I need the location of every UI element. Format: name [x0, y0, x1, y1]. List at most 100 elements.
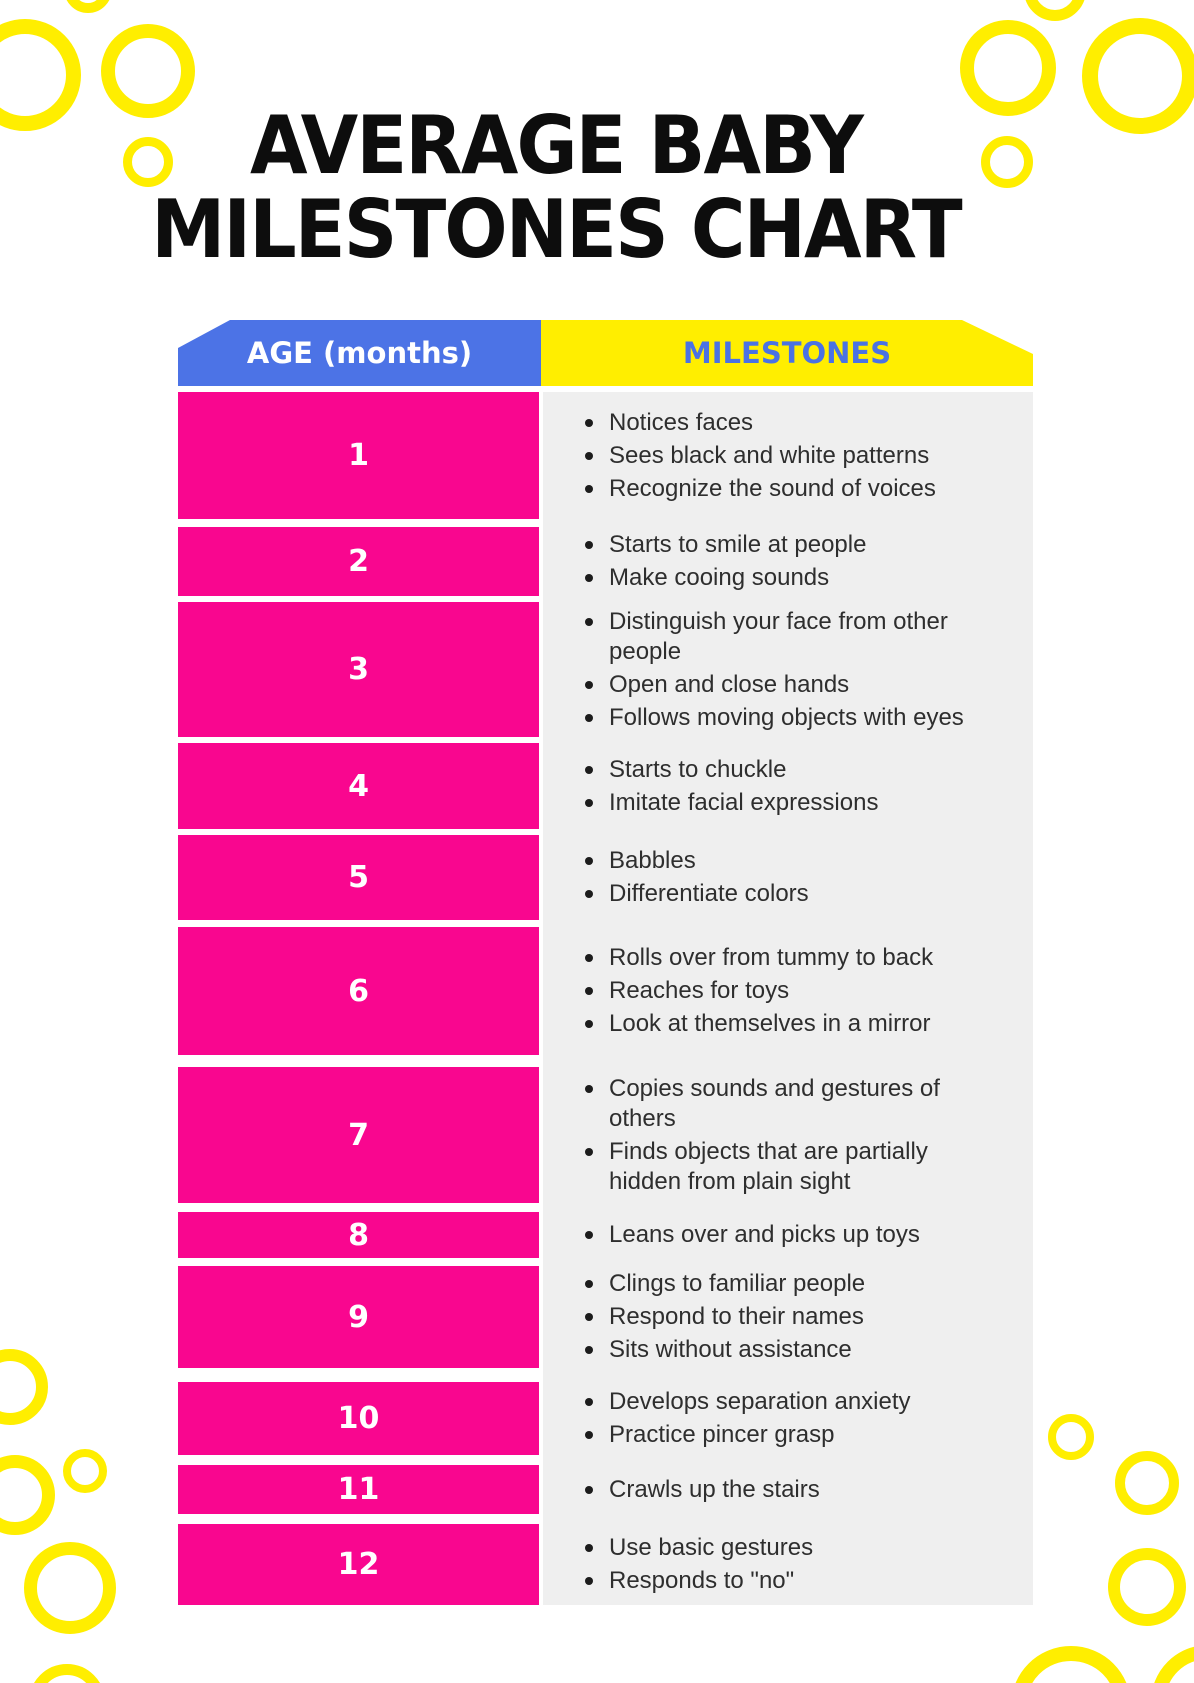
bullet-dot-icon — [585, 1544, 593, 1552]
milestone-item: Develops separation anxiety — [585, 1387, 1005, 1417]
milestone-item: Use basic gestures — [585, 1533, 1005, 1563]
bullet-dot-icon — [585, 954, 593, 962]
bullet-dot-icon — [585, 1577, 593, 1585]
yellow-ring-icon — [24, 1542, 116, 1634]
milestones-cell: Starts to smile at people Make cooing sou… — [543, 527, 1033, 596]
table-row: 3 Distinguish your face from other people… — [178, 602, 1033, 737]
age-value: 3 — [348, 652, 369, 687]
milestone-item: Reaches for toys — [585, 976, 1005, 1006]
age-value: 2 — [348, 544, 369, 579]
milestone-list: Crawls up the stairs — [585, 1472, 1005, 1508]
milestone-item: Make cooing sounds — [585, 563, 1005, 593]
bullet-dot-icon — [585, 1147, 593, 1156]
age-cell: 3 — [178, 602, 539, 737]
bullet-dot-icon — [585, 1231, 593, 1239]
age-value: 5 — [348, 860, 369, 895]
milestone-list: Babbles Differentiate colors — [585, 843, 1005, 912]
age-cell: 4 — [178, 743, 539, 829]
yellow-ring-icon — [64, 0, 112, 13]
bullet-dot-icon — [585, 1485, 593, 1494]
milestone-text: Responds to "no" — [609, 1567, 795, 1594]
bullet-dot-icon — [585, 680, 593, 689]
milestone-text: Distinguish your face from other people — [609, 607, 948, 665]
bullet-dot-icon — [585, 1346, 593, 1354]
milestone-text: Starts to smile at people — [609, 531, 867, 558]
milestone-text: Starts to chuckle — [609, 755, 787, 783]
age-cell: 9 — [178, 1266, 539, 1368]
milestone-text: Crawls up the stairs — [609, 1475, 820, 1503]
milestone-text: Clings to familiar people — [609, 1270, 866, 1297]
age-cell: 6 — [178, 927, 539, 1055]
table-row: 2 Starts to smile at people Make cooing so… — [178, 527, 1033, 596]
column-header-milestones: MILESTONES — [541, 320, 1033, 386]
milestone-text: Babbles — [609, 847, 696, 874]
table-row: 7 Copies sounds and gestures of others Fin… — [178, 1067, 1033, 1203]
bullet-dot-icon — [585, 987, 593, 995]
age-value: 9 — [348, 1299, 369, 1335]
age-value: 4 — [348, 768, 369, 804]
milestone-list: Starts to chuckle Imitate facial expressi… — [585, 752, 1005, 821]
bullet-dot-icon — [585, 617, 593, 626]
milestone-item: Copies sounds and gestures of others — [585, 1074, 1005, 1134]
milestones-table: AGE (months) MILESTONES 1 Notices faces Se… — [178, 320, 1033, 1605]
age-value: 1 — [348, 438, 369, 473]
yellow-ring-icon — [1024, 0, 1086, 21]
milestone-item: Responds to "no" — [585, 1566, 1005, 1596]
milestone-item: Clings to familiar people — [585, 1269, 1005, 1299]
milestone-text: Open and close hands — [609, 670, 850, 698]
milestone-item: Look at themselves in a mirror — [585, 1009, 1005, 1039]
bullet-dot-icon — [585, 484, 593, 493]
yellow-ring-icon — [0, 1455, 55, 1535]
age-cell: 5 — [178, 835, 539, 920]
yellow-ring-icon — [1011, 1646, 1131, 1683]
table-row: 4 Starts to chuckle Imitate facial express… — [178, 743, 1033, 829]
milestone-item: Respond to their names — [585, 1302, 1005, 1332]
milestone-item: Imitate facial expressions — [585, 788, 1005, 818]
bullet-dot-icon — [585, 418, 593, 427]
age-cell: 7 — [178, 1067, 539, 1203]
table-row: 8 Leans over and picks up toys — [178, 1212, 1033, 1258]
milestone-text: Sees black and white patterns — [609, 441, 930, 469]
milestone-list: Notices faces Sees black and white patter… — [585, 405, 1005, 507]
bullet-dot-icon — [585, 1398, 593, 1406]
milestone-text: Follows moving objects with eyes — [609, 703, 964, 731]
milestones-cell: Babbles Differentiate colors — [543, 835, 1033, 920]
milestone-list: Distinguish your face from other people O… — [585, 604, 1005, 736]
milestone-text: Respond to their names — [609, 1303, 864, 1330]
milestone-list: Copies sounds and gestures of others Find… — [585, 1071, 1005, 1200]
milestone-item: Practice pincer grasp — [585, 1420, 1005, 1450]
milestone-text: Notices faces — [609, 408, 754, 436]
milestones-cell: Use basic gestures Responds to "no" — [543, 1524, 1033, 1605]
milestone-text: Recognize the sound of voices — [609, 474, 936, 502]
milestone-item: Babbles — [585, 846, 1005, 876]
milestone-item: Differentiate colors — [585, 879, 1005, 909]
milestone-list: Develops separation anxiety Practice pinc… — [585, 1384, 1005, 1453]
bullet-dot-icon — [585, 1313, 593, 1321]
milestone-item: Recognize the sound of voices — [585, 474, 1005, 504]
milestones-cell: Crawls up the stairs — [543, 1465, 1033, 1514]
age-value: 10 — [337, 1401, 380, 1436]
milestone-text: Leans over and picks up toys — [609, 1221, 920, 1248]
table-row: 1 Notices faces Sees black and white patte… — [178, 392, 1033, 519]
table-row: 10 Develops separation anxiety Practice pi… — [178, 1382, 1033, 1455]
milestone-list: Rolls over from tummy to back Reaches for… — [585, 940, 1005, 1042]
yellow-ring-icon — [63, 1449, 107, 1493]
table-row: 6 Rolls over from tummy to back Reaches fo… — [178, 927, 1033, 1055]
milestone-item: Leans over and picks up toys — [585, 1220, 1005, 1250]
page-title-line-2: MILESTONES CHART — [151, 183, 962, 276]
column-header-age: AGE (months) — [178, 320, 541, 386]
age-cell: 2 — [178, 527, 539, 596]
milestone-item: Rolls over from tummy to back — [585, 943, 1005, 973]
bullet-dot-icon — [585, 798, 593, 807]
milestone-text: Practice pincer grasp — [609, 1421, 835, 1448]
milestone-list: Starts to smile at people Make cooing sou… — [585, 527, 1005, 596]
age-cell: 12 — [178, 1524, 539, 1605]
age-cell: 1 — [178, 392, 539, 519]
table-header-row: AGE (months) MILESTONES — [178, 320, 1033, 386]
age-value: 8 — [348, 1217, 369, 1253]
bullet-dot-icon — [585, 857, 593, 865]
milestone-text: Develops separation anxiety — [609, 1388, 911, 1415]
milestone-list: Use basic gestures Responds to "no" — [585, 1530, 1005, 1599]
milestone-item: Sees black and white patterns — [585, 441, 1005, 471]
